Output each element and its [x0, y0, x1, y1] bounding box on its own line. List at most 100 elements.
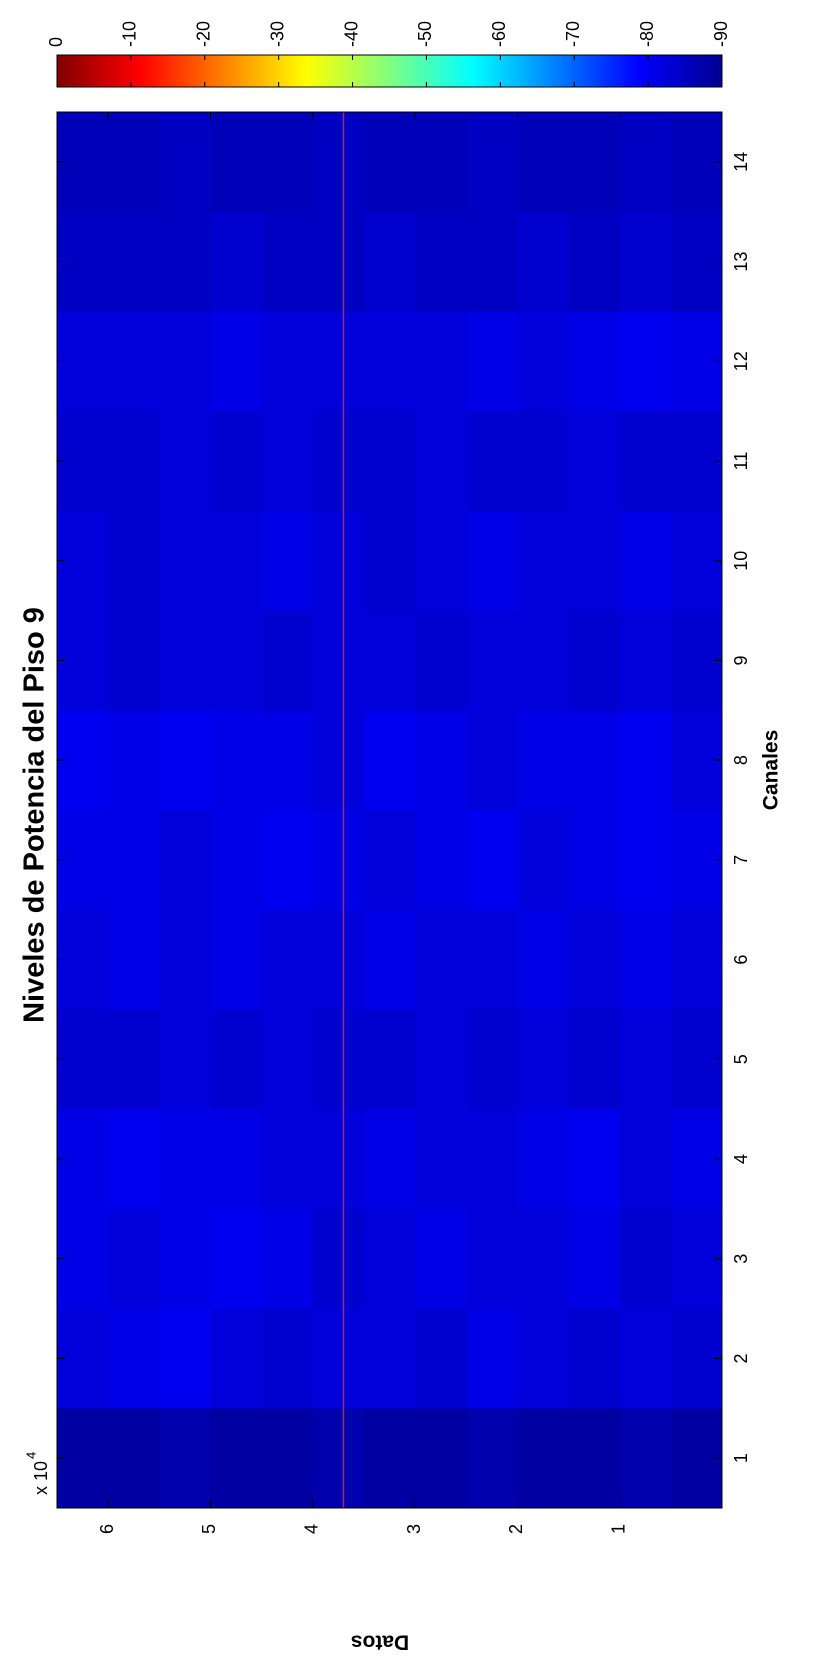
heatmap-cell [619, 1407, 672, 1508]
heatmap-cell [415, 510, 467, 611]
heatmap-cell [517, 211, 570, 312]
heatmap-cell [415, 909, 467, 1010]
heatmap-cell [57, 510, 109, 611]
heatmap-cell [670, 410, 723, 511]
colorbar-label: -10 [120, 21, 140, 47]
heatmap-cell [415, 1308, 467, 1409]
heatmap-cell [517, 1407, 570, 1508]
heatmap-cell [466, 211, 518, 312]
heatmap-cell [261, 111, 314, 212]
heatmap-cell [568, 111, 621, 212]
heatmap-cell [312, 211, 365, 312]
heatmap-cell [568, 410, 621, 511]
y-tick-label: 1 [608, 1524, 628, 1534]
heatmap-cell [261, 909, 314, 1010]
x-tick-label: 8 [731, 755, 751, 765]
heatmap-cell [312, 310, 365, 412]
heatmap-cell [568, 809, 621, 910]
heatmap-cell [261, 410, 314, 511]
heatmap-cell [363, 909, 416, 1010]
heatmap-cell [159, 310, 211, 412]
x-tick-label: 9 [731, 655, 751, 665]
heatmap-cell [415, 1108, 467, 1209]
heatmap-cell [108, 1008, 160, 1110]
heatmap-cell [108, 709, 160, 810]
heatmap-cell [517, 909, 570, 1010]
heatmap-cell [363, 1208, 416, 1309]
y-tick-label: 2 [506, 1524, 526, 1534]
heatmap-cell [210, 1308, 263, 1409]
heatmap-cell [568, 1008, 621, 1110]
heatmap-cell [108, 410, 160, 511]
heatmap-cell [57, 1308, 109, 1409]
heatmap-cell [312, 510, 365, 611]
heatmap-cell [159, 1008, 211, 1110]
heatmap-cell [210, 610, 263, 711]
y-tick-label: 4 [302, 1524, 322, 1534]
heatmap-cell [261, 1208, 314, 1309]
heatmap-cell [466, 1208, 518, 1309]
y-axis-label: Datos [351, 1630, 409, 1653]
heatmap-cell [312, 410, 365, 511]
heatmap-cell [159, 1308, 211, 1409]
heatmap-cell [57, 310, 109, 412]
heatmap-cell [619, 709, 672, 810]
heatmap-cell [312, 1008, 365, 1110]
heatmap-cell [670, 1008, 723, 1110]
heatmap-cell [466, 1308, 518, 1409]
heatmap-cell [619, 1108, 672, 1209]
heatmap-cell [312, 709, 365, 810]
heatmap-cell [57, 709, 109, 810]
heatmap-cell [415, 1407, 467, 1508]
heatmap-cell [261, 1008, 314, 1110]
heatmap-cell [517, 510, 570, 611]
heatmap-cell [108, 610, 160, 711]
x-tick-label: 3 [731, 1254, 751, 1264]
heatmap-cell [57, 909, 109, 1010]
heatmap-cell [108, 1208, 160, 1309]
heatmap-cell [57, 610, 109, 711]
heatmap-cell [210, 510, 263, 611]
heatmap-cell [363, 610, 416, 711]
heatmap-cell [261, 510, 314, 611]
plot-frame [56, 111, 723, 1509]
heatmap-cell [363, 310, 416, 412]
heatmap-cell [466, 410, 518, 511]
y-tick-label: 5 [199, 1524, 219, 1534]
x-tick-label: 1 [731, 1453, 751, 1463]
x-tick-label: 10 [731, 551, 751, 571]
heatmap-cell [415, 410, 467, 511]
heatmap-cell [466, 1407, 518, 1508]
heatmap-cell [517, 809, 570, 910]
heatmap-cell [210, 310, 263, 412]
heatmap-cell [517, 410, 570, 511]
colorbar-label: -20 [194, 21, 214, 47]
heatmap-cell [568, 1208, 621, 1309]
heatmap-cell [670, 909, 723, 1010]
heatmap-cell [210, 1108, 263, 1209]
heatmap-cell [57, 410, 109, 511]
heatmap-cell [363, 1008, 416, 1110]
heatmap-cell [159, 410, 211, 511]
heatmap-cell [466, 709, 518, 810]
heatmap-cell [159, 809, 211, 910]
heatmap-cell [466, 111, 518, 212]
heatmap-cell [363, 809, 416, 910]
x-tick-label: 4 [731, 1154, 751, 1164]
heatmap-cell [670, 1308, 723, 1409]
heatmap-cell [568, 909, 621, 1010]
heatmap-cell [517, 709, 570, 810]
heatmap-cell [670, 1407, 723, 1508]
heatmap-cell [57, 1008, 109, 1110]
heatmap-cell [108, 1308, 160, 1409]
heatmap-cell [108, 1108, 160, 1209]
heatmap-cell [415, 1008, 467, 1110]
heatmap-cell [108, 909, 160, 1010]
heatmap-cell [619, 111, 672, 212]
heatmap-cell [261, 1108, 314, 1209]
x-tick-label: 13 [731, 252, 751, 272]
colorbar [56, 54, 723, 88]
heatmap-cell [210, 809, 263, 910]
heatmap-cell [159, 211, 211, 312]
